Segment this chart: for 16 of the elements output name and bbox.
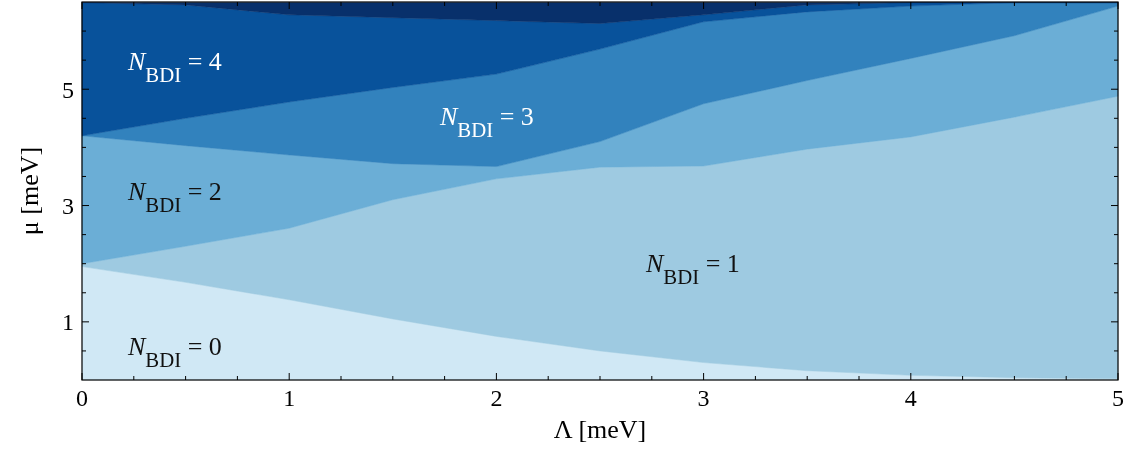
- x-tick-label: 1: [283, 385, 296, 411]
- annotation: N$_{BDI}$ = 0: [127, 332, 222, 371]
- y-tick-label: 5: [62, 76, 74, 103]
- y-tick-label: 3: [62, 192, 74, 219]
- annotation: N$_{BDI}$ = 2: [127, 177, 222, 216]
- x-tick-label: 2: [490, 385, 503, 411]
- annotation: N$_{BDI}$ = 4: [127, 47, 222, 86]
- y-axis-title: μ [meV]: [15, 146, 44, 236]
- x-tick-label: 4: [904, 385, 917, 411]
- annotation: N$_{BDI}$ = 3: [439, 102, 534, 141]
- annotation: N$_{BDI}$ = 1: [645, 249, 740, 288]
- x-tick-label: 3: [697, 385, 710, 411]
- x-tick-label: 5: [1112, 385, 1124, 411]
- y-tick-label: 1: [62, 309, 74, 336]
- x-axis-title: Λ [meV]: [553, 415, 647, 444]
- x-tick-label: 0: [76, 385, 88, 411]
